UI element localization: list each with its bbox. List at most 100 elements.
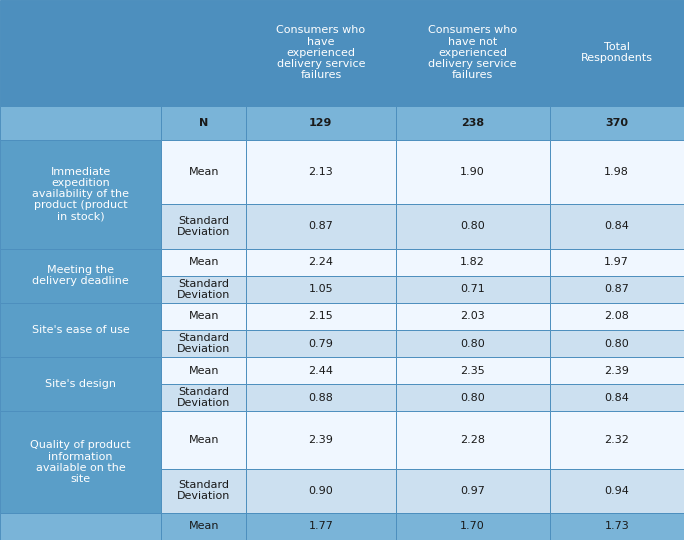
Text: 2.15: 2.15 (308, 312, 333, 321)
Text: 2.03: 2.03 (460, 312, 485, 321)
Text: 1.05: 1.05 (308, 284, 333, 294)
Text: Consumers who
have not
experienced
delivery service
failures: Consumers who have not experienced deliv… (428, 25, 517, 80)
Text: Mean: Mean (188, 312, 219, 321)
Text: 0.87: 0.87 (605, 284, 629, 294)
Bar (161, 248, 246, 276)
Text: 2.13: 2.13 (308, 167, 333, 177)
Bar (161, 384, 246, 411)
Bar (246, 357, 396, 384)
Text: 1.77: 1.77 (308, 522, 333, 531)
Bar (246, 204, 396, 248)
Text: 1.70: 1.70 (460, 522, 485, 531)
Bar (396, 140, 549, 204)
Bar (549, 384, 684, 411)
Bar (246, 411, 396, 469)
Bar (0, 248, 161, 303)
Text: 1.90: 1.90 (460, 167, 485, 177)
Bar (396, 357, 549, 384)
Bar (549, 140, 684, 204)
Bar (396, 106, 549, 140)
Bar (0, 513, 161, 540)
Text: 0.80: 0.80 (605, 339, 629, 349)
Text: Standard
Deviation: Standard Deviation (177, 333, 231, 354)
Text: 0.84: 0.84 (605, 221, 629, 232)
Bar (246, 384, 396, 411)
Text: 0.90: 0.90 (308, 485, 333, 496)
Bar (246, 303, 396, 330)
Bar (0, 303, 161, 357)
Bar (161, 204, 246, 248)
Bar (396, 513, 549, 540)
Text: 1.73: 1.73 (605, 522, 629, 531)
Bar (549, 0, 684, 106)
Bar (246, 330, 396, 357)
Bar (0, 140, 161, 248)
Bar (396, 411, 549, 469)
Bar (246, 513, 396, 540)
Text: 0.80: 0.80 (460, 339, 485, 349)
Bar (549, 276, 684, 303)
Bar (161, 469, 246, 513)
Bar (161, 140, 246, 204)
Bar (396, 330, 549, 357)
Text: 2.32: 2.32 (605, 435, 629, 445)
Text: 0.94: 0.94 (605, 485, 629, 496)
Bar (549, 357, 684, 384)
Text: 0.88: 0.88 (308, 393, 333, 403)
Text: Standard
Deviation: Standard Deviation (177, 279, 231, 300)
Bar (0, 411, 161, 513)
Bar (161, 330, 246, 357)
Bar (246, 106, 396, 140)
Text: 2.39: 2.39 (605, 366, 629, 376)
Text: 1.82: 1.82 (460, 257, 485, 267)
Bar (549, 303, 684, 330)
Text: 1.97: 1.97 (605, 257, 629, 267)
Text: 129: 129 (309, 118, 332, 128)
Text: Mean: Mean (188, 257, 219, 267)
Text: 238: 238 (461, 118, 484, 128)
Bar (549, 330, 684, 357)
Bar (161, 303, 246, 330)
Text: Standard
Deviation: Standard Deviation (177, 480, 231, 501)
Text: 1.98: 1.98 (605, 167, 629, 177)
Text: 2.24: 2.24 (308, 257, 333, 267)
Text: 0.80: 0.80 (460, 393, 485, 403)
Text: Consumers who
have
experienced
delivery service
failures: Consumers who have experienced delivery … (276, 25, 365, 80)
Bar (549, 411, 684, 469)
Bar (0, 357, 161, 411)
Text: 2.39: 2.39 (308, 435, 333, 445)
Text: 0.97: 0.97 (460, 485, 485, 496)
Text: 2.08: 2.08 (605, 312, 629, 321)
Bar (161, 357, 246, 384)
Bar (0, 0, 246, 106)
Text: 0.79: 0.79 (308, 339, 333, 349)
Text: Total
Respondents: Total Respondents (581, 42, 653, 64)
Bar (549, 248, 684, 276)
Text: 0.80: 0.80 (460, 221, 485, 232)
Text: Immediate
expedition
availability of the
product (product
in stock): Immediate expedition availability of the… (32, 167, 129, 222)
Bar (246, 248, 396, 276)
Bar (161, 276, 246, 303)
Bar (161, 411, 246, 469)
Bar (549, 469, 684, 513)
Bar (0, 106, 161, 140)
Bar (396, 469, 549, 513)
Text: 370: 370 (605, 118, 628, 128)
Text: 2.35: 2.35 (460, 366, 485, 376)
Bar (549, 513, 684, 540)
Bar (396, 204, 549, 248)
Text: Mean: Mean (188, 167, 219, 177)
Bar (549, 204, 684, 248)
Text: 0.84: 0.84 (605, 393, 629, 403)
Bar (396, 303, 549, 330)
Text: Site's ease of use: Site's ease of use (32, 325, 129, 335)
Bar (161, 106, 246, 140)
Text: Standard
Deviation: Standard Deviation (177, 387, 231, 408)
Text: Quality of product
information
available on the
site: Quality of product information available… (30, 440, 131, 484)
Bar (246, 469, 396, 513)
Text: Mean: Mean (188, 435, 219, 445)
Text: Standard
Deviation: Standard Deviation (177, 216, 231, 237)
Bar (246, 140, 396, 204)
Bar (246, 276, 396, 303)
Bar (396, 276, 549, 303)
